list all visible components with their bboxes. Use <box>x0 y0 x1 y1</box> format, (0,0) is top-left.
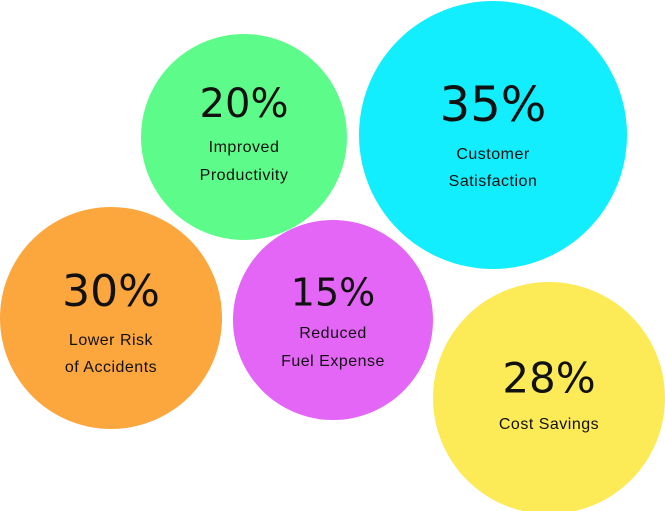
bubble <box>359 1 627 269</box>
stat-value: 15% <box>291 271 375 315</box>
stat-value: 20% <box>200 81 289 127</box>
stat-label: Fuel Expense <box>281 353 385 370</box>
stat-label: Reduced <box>299 325 367 342</box>
stat-label: Satisfaction <box>449 173 538 190</box>
stat-value: 35% <box>440 77 547 133</box>
bubble <box>433 282 665 511</box>
stat-label: Customer <box>456 146 530 163</box>
stat-label: of Accidents <box>65 359 157 376</box>
stat-label: Lower Risk <box>69 332 154 349</box>
bubble <box>141 34 347 240</box>
stat-value: 30% <box>62 266 160 317</box>
stat-label: Productivity <box>200 167 289 184</box>
stat-label: Improved <box>209 139 280 156</box>
bubble <box>0 207 222 429</box>
stat-value: 28% <box>502 354 595 403</box>
bubble <box>233 220 433 420</box>
stat-label: Cost Savings <box>499 416 599 433</box>
